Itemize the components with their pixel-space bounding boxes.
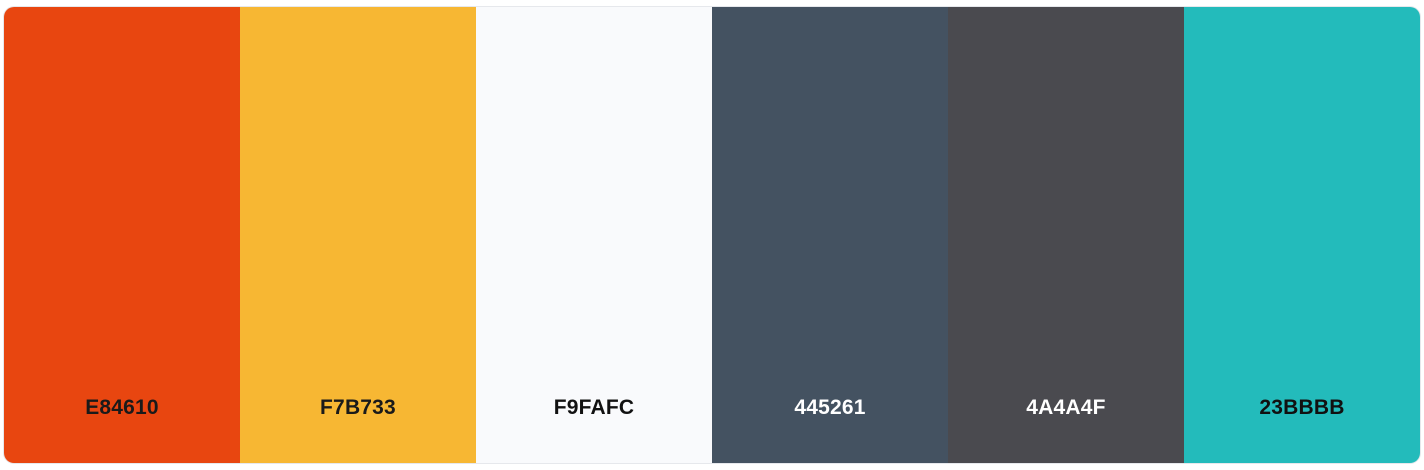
- color-swatch-2[interactable]: F7B733: [240, 7, 476, 463]
- color-hex-label-2: F7B733: [320, 396, 396, 419]
- color-hex-label-4: 445261: [794, 396, 866, 419]
- color-hex-label-1: E84610: [85, 396, 159, 419]
- color-swatch-5[interactable]: 4A4A4F: [948, 7, 1184, 463]
- color-hex-label-3: F9FAFC: [553, 396, 635, 419]
- color-swatch-6[interactable]: 23BBBB: [1184, 7, 1420, 463]
- color-swatch-1[interactable]: E84610: [4, 7, 240, 463]
- color-swatch-3[interactable]: F9FAFC: [476, 7, 712, 463]
- color-swatch-4[interactable]: 445261: [712, 7, 948, 463]
- color-hex-label-6: 23BBBB: [1259, 396, 1345, 419]
- color-hex-label-5: 4A4A4F: [1026, 396, 1106, 419]
- color-palette: E84610 F7B733 F9FAFC 445261 4A4A4F 23BBB…: [4, 7, 1420, 463]
